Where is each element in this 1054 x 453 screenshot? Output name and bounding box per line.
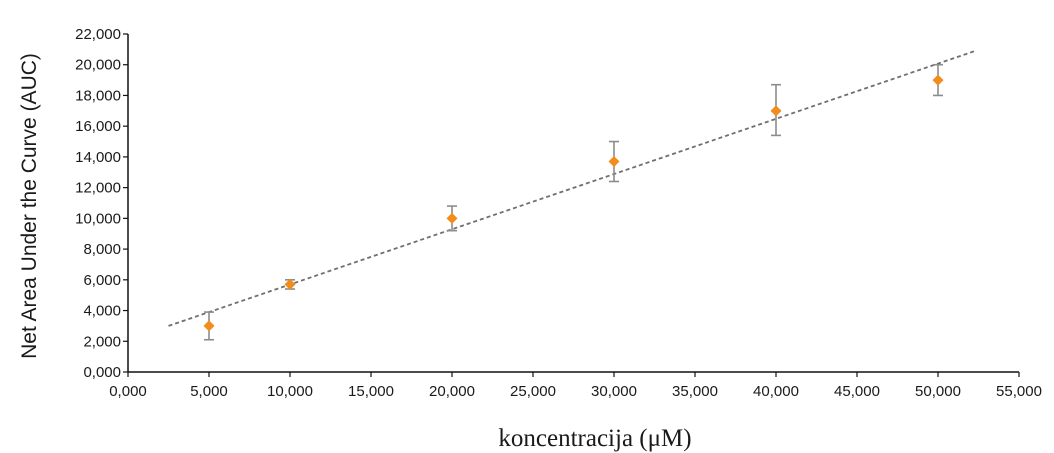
data-point bbox=[608, 156, 620, 168]
x-tick-label: 5,000 bbox=[190, 383, 228, 400]
x-tick-label: 35,000 bbox=[672, 383, 718, 400]
data-point bbox=[446, 212, 458, 224]
trendline-layer bbox=[168, 50, 976, 327]
y-tick-label: 20,000 bbox=[75, 57, 121, 74]
x-tick-label: 10,000 bbox=[267, 383, 313, 400]
x-tick-label: 45,000 bbox=[834, 383, 880, 400]
x-tick-label: 55,000 bbox=[996, 383, 1042, 400]
points-layer bbox=[203, 63, 944, 341]
y-tick-label: 2,000 bbox=[83, 333, 121, 350]
x-tick-label: 25,000 bbox=[510, 383, 556, 400]
x-tick-label: 0,000 bbox=[109, 383, 147, 400]
y-tick-label: 12,000 bbox=[75, 180, 121, 197]
y-tick-label: 18,000 bbox=[75, 87, 121, 104]
x-tick-label: 50,000 bbox=[915, 383, 961, 400]
y-tick-label: 4,000 bbox=[83, 303, 121, 320]
x-tick-label: 40,000 bbox=[753, 383, 799, 400]
x-axis-label: koncentracija (μM) bbox=[498, 425, 691, 452]
y-tick-label: 10,000 bbox=[75, 210, 121, 227]
data-point bbox=[203, 320, 215, 332]
y-tick-label: 16,000 bbox=[75, 118, 121, 135]
axes: 0,000 2,000 4,000 6,000 8,000 10,000 12,000 14,… bbox=[75, 26, 1042, 400]
data-point bbox=[770, 105, 782, 117]
y-tick-label: 22,000 bbox=[75, 26, 121, 43]
y-tick-label: 14,000 bbox=[75, 149, 121, 166]
data-point bbox=[932, 74, 944, 86]
y-tick-label: 0,000 bbox=[83, 364, 121, 381]
trendline bbox=[168, 50, 976, 327]
x-tick-label: 15,000 bbox=[348, 383, 394, 400]
x-tick-label: 20,000 bbox=[429, 383, 475, 400]
y-tick-label: 8,000 bbox=[83, 241, 121, 258]
y-tick-label: 6,000 bbox=[83, 272, 121, 289]
data-point bbox=[284, 278, 296, 290]
x-tick-label: 30,000 bbox=[591, 383, 637, 400]
y-axis-label: Net Area Under the Curve (AUC) bbox=[18, 53, 41, 359]
